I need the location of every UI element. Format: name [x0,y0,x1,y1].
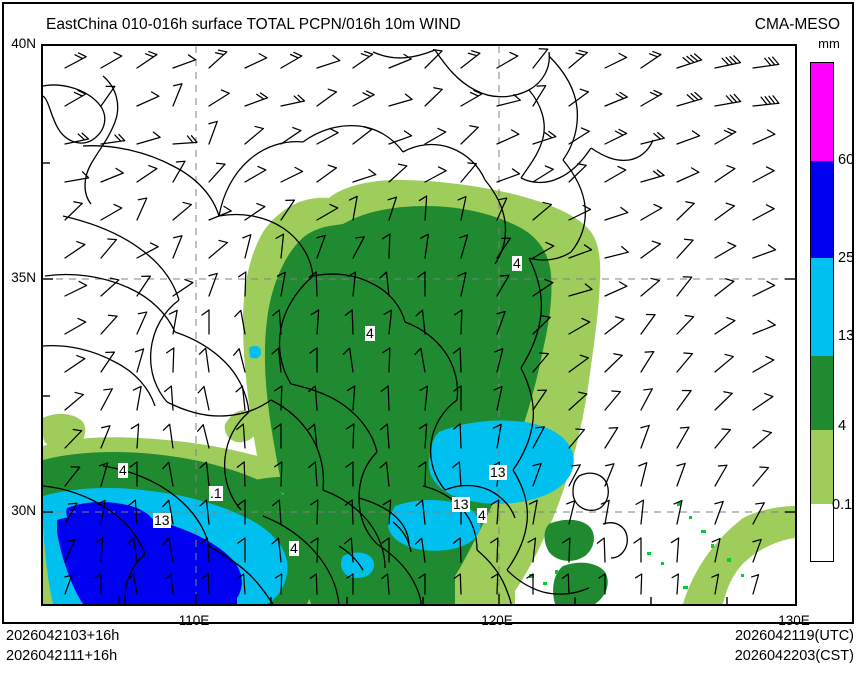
outer-border [2,2,854,624]
precip-scatter-pixels [361,502,744,589]
colorbar-segment-0.1-4 [811,429,833,505]
map-coastlines-borders [43,49,654,604]
map-gridlines [43,46,795,604]
contour-label: 13 [489,464,507,480]
footer: 2026042103+16h 2026042111+16h 2026042119… [0,628,860,674]
colorbar-tick-0.1: 0.1 [832,497,853,513]
colorbar-segment-25-60 [811,160,833,259]
model-name-label: CMA-MESO [754,16,840,33]
xtick-label-110e: 110E [178,613,210,628]
footer-init-time-cst: 2026042111+16h [6,648,118,664]
colorbar-segment-4-13 [811,355,833,430]
axis-ticks [43,162,795,604]
colorbar-tick-13: 13 [838,328,855,344]
footer-valid-time-utc: 2026042119(UTC) [734,628,854,644]
xtick-label-130e: 130E [778,613,810,628]
colorbar-unit-label: mm [818,36,840,51]
colorbar-tick-4: 4 [838,418,847,434]
footer-init-time-utc: 2026042103+16h [6,628,120,644]
xtick-label-120e: 120E [481,613,513,628]
ytick-label-30n: 30N [11,503,36,518]
contour-label: 4 [118,462,128,478]
wind-barbs [64,48,780,595]
contour-label: 13 [452,496,470,512]
ytick-label-35n: 35N [11,270,36,285]
colorbar-tick-25: 25 [838,250,855,266]
contour-label: 13 [153,512,171,528]
map-plot-area[interactable]: 4 4 4 .1 13 13 4 13 4 [41,44,797,606]
title-row: EastChina 010-016h surface TOTAL PCPN/01… [10,16,846,40]
contour-label: 4 [512,255,522,271]
page-title: EastChina 010-016h surface TOTAL PCPN/01… [46,16,461,33]
map-canvas [43,46,795,604]
contour-label: .1 [209,485,223,501]
colorbar-segment-above-60 [811,63,833,161]
colorbar-tick-60: 60 [838,152,855,168]
contour-label: 4 [365,325,375,341]
footer-valid-time-cst: 2026042203(CST) [734,648,854,664]
colorbar-segment-below-0.1 [811,504,833,561]
contour-label: 4 [477,507,487,523]
ytick-label-40n: 40N [11,36,36,51]
contour-label: 4 [289,540,299,556]
colorbar-segment-13-25 [811,258,833,356]
colorbar[interactable] [810,62,834,562]
